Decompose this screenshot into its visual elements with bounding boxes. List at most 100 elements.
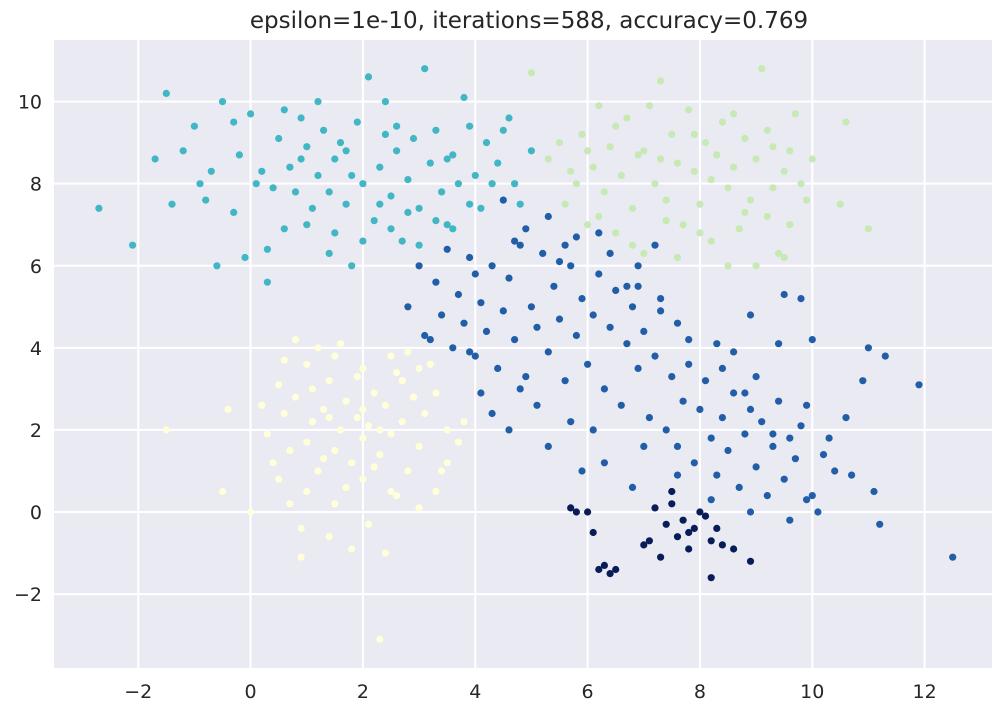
data-point-c0-31 (432, 389, 440, 397)
data-point-c1-33 (359, 180, 367, 188)
data-point-c3-7 (454, 290, 462, 299)
data-point-c1-59 (527, 147, 536, 155)
data-point-c3-14 (494, 364, 502, 372)
data-point-c1-18 (263, 245, 271, 253)
y-axis-tick-labels: −2 0 2 4 6 8 10 (14, 92, 42, 607)
data-point-c3-121 (510, 237, 519, 245)
data-point-c0-29 (415, 442, 423, 450)
data-point-c3-92 (522, 225, 530, 233)
data-point-c1-63 (359, 237, 367, 245)
data-point-c2-27 (701, 139, 710, 147)
data-point-c3-64 (775, 397, 783, 405)
data-point-c3-22 (539, 249, 547, 257)
data-point-c1-10 (213, 262, 221, 270)
data-point-c1-20 (286, 163, 294, 171)
x-tick-label-7: 12 (913, 681, 937, 703)
data-point-c1-55 (494, 159, 502, 167)
data-point-c2-38 (763, 212, 771, 221)
data-point-c0-33 (454, 438, 462, 446)
data-point-c3-41 (645, 414, 654, 422)
data-point-c1-26 (320, 126, 328, 134)
data-point-c0-18 (353, 414, 361, 422)
data-point-c4-22 (668, 487, 676, 496)
data-point-c4-20 (746, 557, 755, 565)
data-point-c1-64 (387, 225, 395, 233)
data-point-c1-46 (432, 126, 440, 134)
data-point-c1-43 (415, 204, 423, 212)
data-point-c0-14 (331, 446, 339, 455)
data-point-c3-8 (460, 319, 468, 327)
data-point-c3-38 (628, 303, 637, 311)
data-point-c4-10 (673, 533, 682, 541)
data-point-c3-127 (741, 389, 749, 397)
data-point-c1-17 (258, 167, 266, 175)
data-point-c1-6 (190, 122, 198, 130)
data-point-c2-2 (555, 139, 564, 147)
data-point-c1-29 (336, 139, 345, 147)
data-point-c3-34 (606, 323, 614, 331)
data-point-c1-82 (314, 98, 322, 106)
x-tick-label-2: 2 (357, 681, 369, 703)
data-point-c3-4 (438, 311, 446, 319)
data-point-c3-68 (797, 422, 805, 430)
data-point-c1-60 (263, 278, 271, 286)
data-point-c2-16 (640, 249, 648, 257)
data-point-c3-36 (617, 401, 625, 409)
data-point-c1-31 (348, 171, 356, 180)
data-point-c0-7 (286, 446, 294, 455)
data-point-c2-25 (690, 167, 698, 175)
data-point-c0-39 (291, 336, 300, 344)
data-point-c0-19 (359, 434, 367, 442)
data-point-c2-44 (797, 180, 805, 188)
data-point-c4-21 (651, 504, 659, 512)
data-point-c3-98 (752, 373, 760, 381)
data-point-c4-14 (696, 508, 704, 516)
x-tick-label-0: −2 (124, 681, 152, 703)
data-point-c3-124 (634, 282, 642, 290)
data-point-c2-5 (578, 130, 586, 138)
data-point-c0-34 (303, 360, 311, 368)
data-point-c3-86 (651, 241, 659, 249)
data-point-c3-83 (780, 290, 788, 299)
data-point-c0-37 (387, 352, 395, 360)
data-point-c4-15 (701, 512, 710, 520)
data-point-c3-42 (651, 352, 659, 360)
data-point-c3-75 (864, 344, 873, 352)
data-point-c0-0 (162, 426, 170, 434)
data-point-c2-66 (567, 167, 575, 175)
data-point-c3-129 (803, 401, 811, 409)
data-point-c3-104 (488, 409, 496, 418)
data-point-c3-46 (673, 442, 682, 450)
data-point-c2-0 (527, 69, 536, 77)
data-point-c2-11 (612, 229, 620, 237)
data-point-c3-5 (443, 245, 451, 253)
data-point-c3-103 (544, 442, 552, 450)
data-point-c3-54 (718, 414, 727, 422)
data-point-c3-118 (466, 348, 474, 356)
data-point-c3-102 (589, 426, 597, 434)
data-point-c2-9 (600, 188, 609, 196)
data-point-c3-90 (544, 212, 552, 221)
data-point-c1-7 (196, 180, 204, 188)
data-point-c2-3 (561, 200, 569, 208)
data-point-c4-24 (640, 541, 648, 549)
data-point-c0-49 (297, 524, 305, 533)
data-point-c1-14 (241, 253, 249, 262)
data-point-c1-54 (482, 139, 491, 147)
data-point-c0-43 (275, 475, 283, 483)
data-point-c3-117 (516, 385, 524, 393)
data-point-c3-58 (741, 430, 749, 438)
data-point-c1-11 (218, 98, 227, 106)
data-point-c3-55 (724, 446, 732, 455)
data-point-c0-64 (320, 455, 328, 463)
data-point-c1-42 (409, 134, 418, 143)
x-tick-label-1: 0 (245, 681, 257, 703)
data-point-c3-31 (589, 311, 597, 319)
x-tick-label-6: 10 (800, 681, 824, 703)
data-point-c1-32 (353, 118, 361, 126)
data-point-c1-44 (421, 65, 429, 73)
data-point-c1-30 (342, 200, 350, 208)
data-point-c0-36 (359, 364, 367, 372)
data-point-c3-48 (685, 360, 693, 368)
data-point-c3-29 (578, 295, 586, 303)
